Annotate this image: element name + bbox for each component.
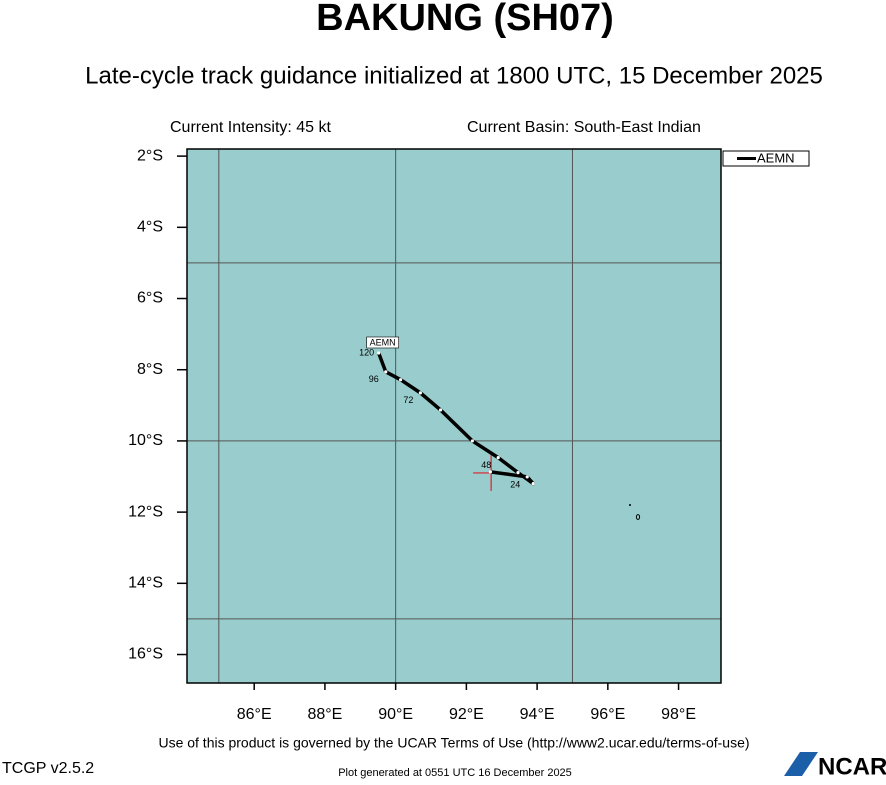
tau-label: 72 [403, 395, 413, 405]
x-tick-label: 90°E [378, 706, 413, 723]
legend-label: AEMN [757, 150, 795, 165]
y-tick-label: 12°S [128, 503, 163, 520]
island [629, 504, 631, 506]
logo-shape [784, 752, 818, 776]
tau-label: 120 [359, 347, 374, 357]
generated: Plot generated at 0551 UTC 16 December 2… [338, 767, 572, 779]
plot-frame [186, 148, 722, 684]
chart-title: BAKUNG (SH07) [316, 0, 614, 39]
tau-label: 24 [510, 479, 520, 489]
track-point [496, 456, 500, 460]
track-name-box [366, 336, 399, 349]
track-point [438, 408, 443, 412]
track-point [384, 370, 388, 374]
x-tick-label: 94°E [520, 706, 555, 723]
intensity: Current Intensity: 45 kt [170, 119, 332, 136]
y-tick-label: 14°S [128, 575, 163, 592]
track-point [525, 475, 529, 479]
track-name: AEMN [370, 337, 396, 347]
tau-label: 48 [481, 460, 491, 470]
x-tick-label: 88°E [307, 706, 342, 723]
logo-text: NCAR [818, 753, 886, 780]
track-point [377, 351, 381, 355]
basin: Current Basin: South-East Indian [467, 119, 701, 136]
ncar-logo: NCAR [784, 752, 886, 780]
ocean [187, 149, 721, 683]
tau-label: 96 [369, 374, 379, 384]
footer: Use of this product is governed by the U… [158, 735, 749, 751]
y-tick-label: 16°S [128, 646, 163, 663]
track-point [418, 391, 423, 395]
y-tick-label: 6°S [137, 290, 163, 307]
island [635, 514, 641, 520]
x-tick-label: 98°E [661, 706, 696, 723]
y-tick-label: 2°S [137, 147, 163, 164]
track-point [531, 482, 535, 486]
track-point [470, 439, 474, 443]
legend-box [722, 150, 810, 167]
version: TCGP v2.5.2 [2, 760, 94, 777]
x-tick-label: 96°E [590, 706, 625, 723]
x-tick-label: 86°E [237, 706, 272, 723]
y-tick-label: 8°S [137, 361, 163, 378]
track-point [399, 378, 403, 382]
x-tick-label: 92°E [449, 706, 484, 723]
track-point [488, 470, 493, 474]
track-point [516, 471, 520, 475]
y-tick-label: 10°S [128, 432, 163, 449]
chart-subtitle: Late-cycle track guidance initialized at… [85, 62, 823, 89]
y-tick-label: 4°S [137, 219, 163, 236]
